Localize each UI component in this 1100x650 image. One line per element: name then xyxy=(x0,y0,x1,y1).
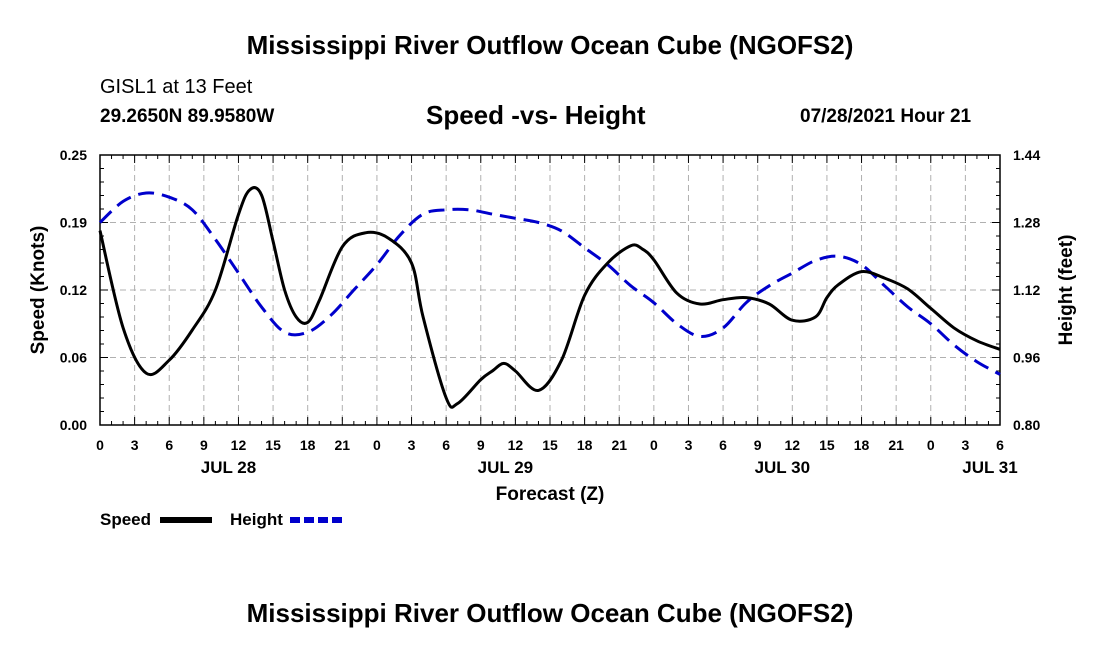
x-tick-label: 15 xyxy=(265,437,281,453)
x-tick-label: 6 xyxy=(165,437,173,453)
x-tick-label: 18 xyxy=(300,437,316,453)
x-axis-title: Forecast (Z) xyxy=(496,484,605,505)
x-tick-label: 0 xyxy=(927,437,935,453)
footer-title: Mississippi River Outflow Ocean Cube (NG… xyxy=(246,598,854,628)
x-tick-label: 6 xyxy=(996,437,1004,453)
y2-tick-label: 0.96 xyxy=(1013,350,1040,366)
legend-speed-label: Speed xyxy=(100,510,152,529)
y-axis-title: Speed (Knots) xyxy=(28,226,49,355)
speed-series-line xyxy=(98,186,1001,409)
x-tick-label: 21 xyxy=(335,437,351,453)
x-tick-label: 3 xyxy=(131,437,139,453)
date-label: JUL 28 xyxy=(201,458,256,477)
station-name: GISL1 at 13 Feet xyxy=(100,76,253,98)
x-tick-label: 21 xyxy=(888,437,904,453)
x-tick-label: 21 xyxy=(611,437,627,453)
chart-title: Mississippi River Outflow Ocean Cube (NG… xyxy=(246,30,854,60)
y2-tick-label: 1.44 xyxy=(1013,147,1040,163)
y-tick-label: 0.06 xyxy=(60,350,87,366)
legend-height-label: Height xyxy=(230,510,283,529)
x-tick-label: 0 xyxy=(96,437,104,453)
date-label: JUL 29 xyxy=(478,458,533,477)
x-tick-label: 9 xyxy=(200,437,208,453)
x-tick-label: 0 xyxy=(650,437,658,453)
station-coordinates: 29.2650N 89.9580W xyxy=(100,106,275,127)
y2-tick-label: 1.12 xyxy=(1013,282,1040,298)
x-tick-label: 12 xyxy=(785,437,801,453)
chart-subtitle: Speed -vs- Height xyxy=(426,100,646,130)
y-tick-label: 0.25 xyxy=(60,147,87,163)
x-tick-label: 3 xyxy=(685,437,693,453)
x-tick-label: 9 xyxy=(477,437,485,453)
x-tick-label: 9 xyxy=(754,437,762,453)
date-label: JUL 31 xyxy=(962,458,1017,477)
date-label: JUL 30 xyxy=(755,458,810,477)
forecast-datetime: 07/28/2021 Hour 21 xyxy=(800,106,972,127)
x-tick-label: 0 xyxy=(373,437,381,453)
x-tick-label: 12 xyxy=(508,437,524,453)
x-tick-label: 3 xyxy=(961,437,969,453)
y-tick-label: 0.00 xyxy=(60,417,87,433)
x-tick-label: 6 xyxy=(442,437,450,453)
y2-tick-label: 1.28 xyxy=(1013,215,1040,231)
x-tick-label: 15 xyxy=(542,437,558,453)
x-tick-label: 18 xyxy=(854,437,870,453)
x-tick-label: 12 xyxy=(231,437,247,453)
x-tick-label: 18 xyxy=(577,437,593,453)
y-tick-label: 0.19 xyxy=(60,215,87,231)
station-label: GISL1 at 13 Feet xyxy=(100,76,252,99)
y-tick-label: 0.12 xyxy=(60,282,87,298)
height-series-line xyxy=(98,191,1001,376)
x-tick-label: 6 xyxy=(719,437,727,453)
y2-axis-title: Height (feet) xyxy=(1056,235,1077,346)
x-tick-label: 3 xyxy=(408,437,416,453)
y2-tick-label: 0.80 xyxy=(1013,417,1040,433)
x-tick-label: 15 xyxy=(819,437,835,453)
